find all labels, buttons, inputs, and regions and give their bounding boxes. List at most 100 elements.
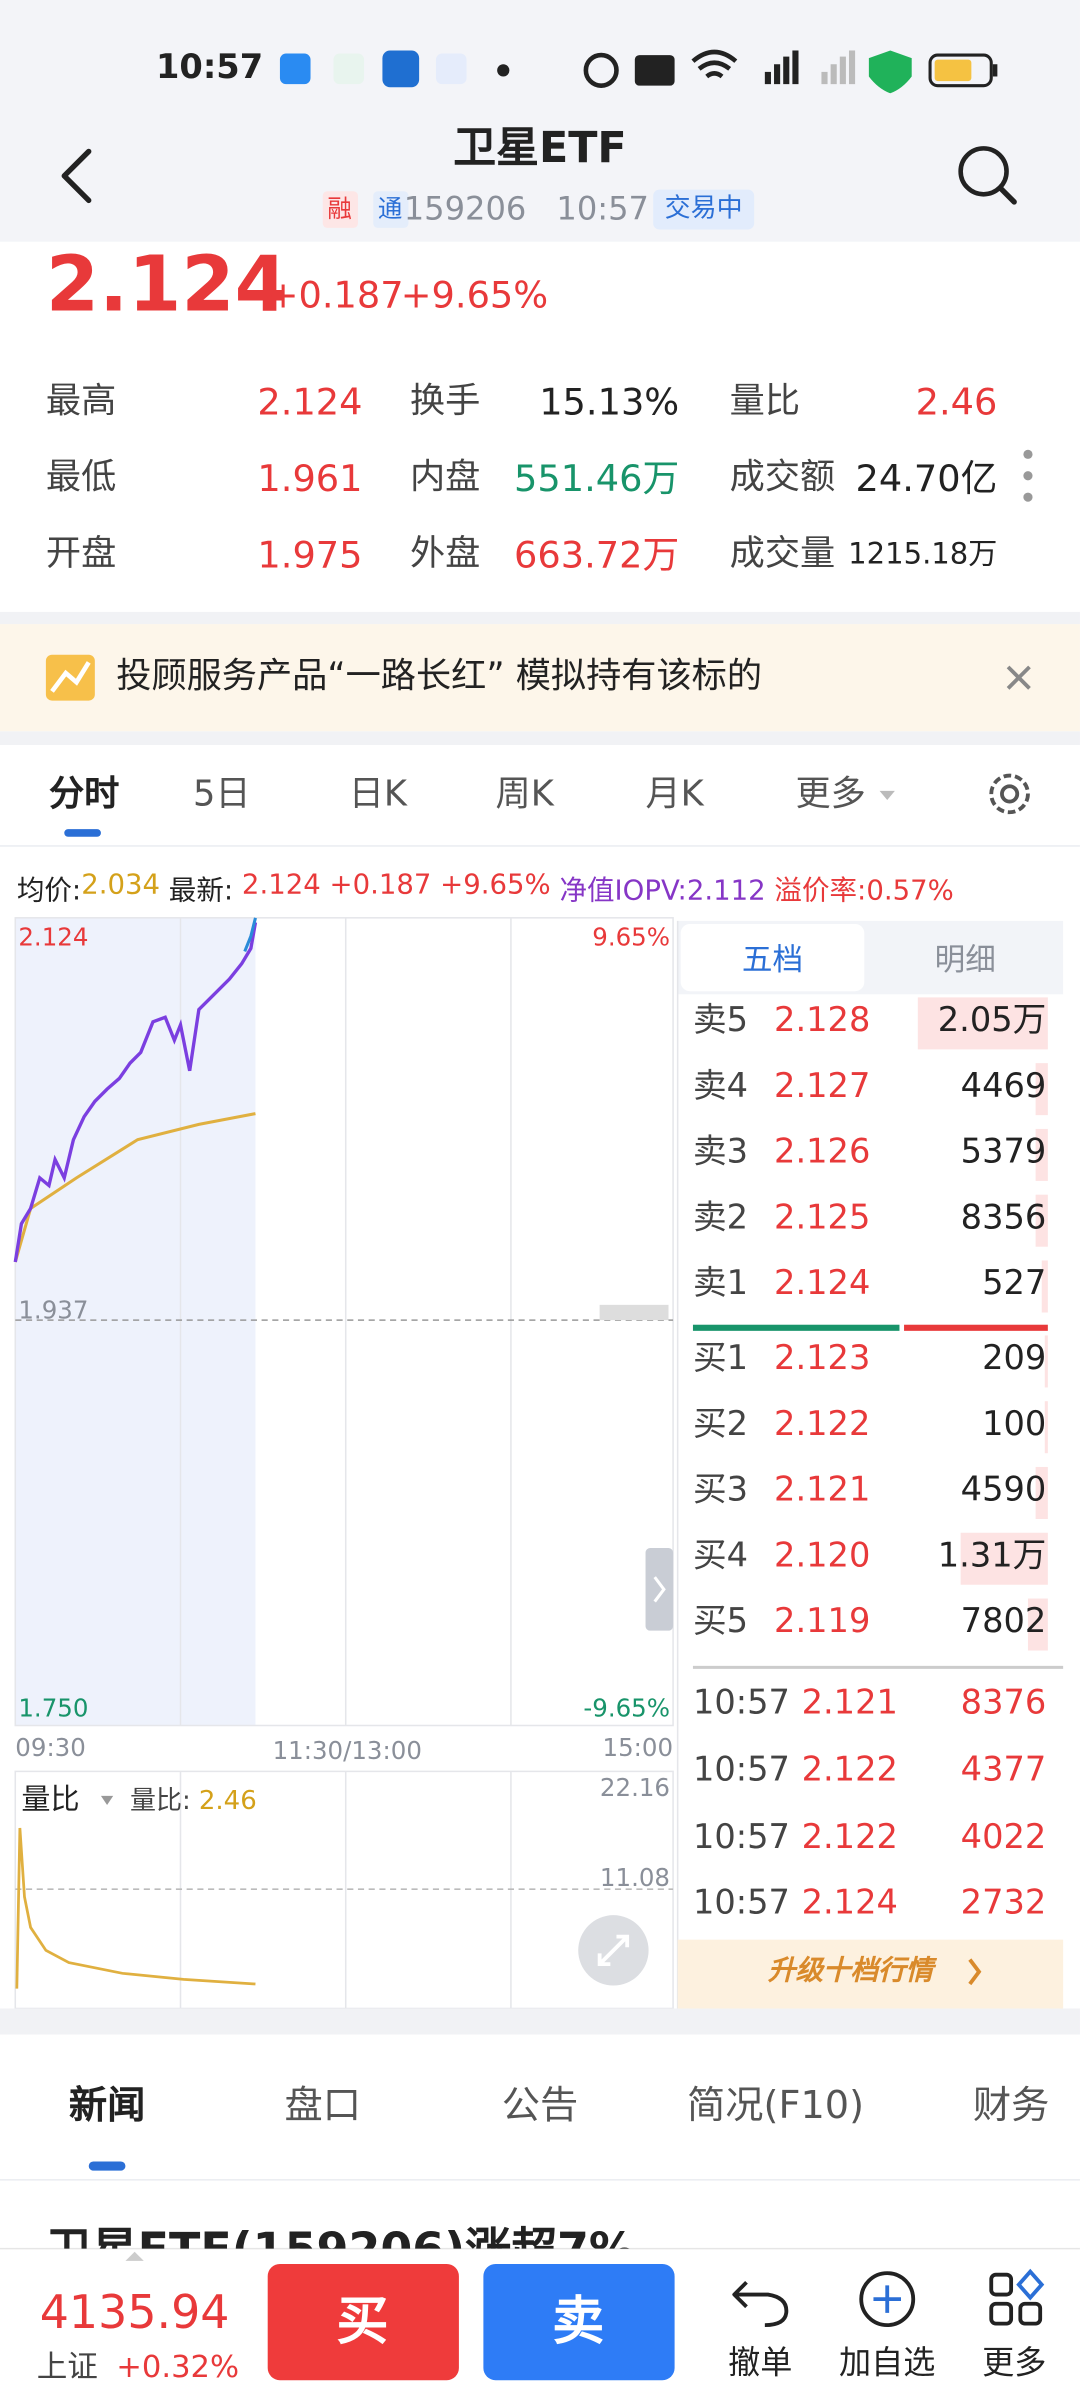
header-time: 10:57 [556,190,649,228]
book-tab: 明细 [934,940,996,978]
stat-value: 15.13% [539,380,680,424]
book-volume: 4590 [960,1471,1047,1510]
status-time: 10:57 [156,48,264,88]
trade-price: 2.121 [801,1684,898,1723]
time-label: 09:30 [15,1733,86,1763]
stat-value: 663.72万 [514,533,680,577]
stat-value: 1.961 [257,457,363,501]
time-label: 15:00 [602,1733,674,1763]
book-volume: 8356 [960,1199,1047,1238]
stat-value: 2.46 [915,380,998,424]
trade-volume: 8376 [960,1684,1047,1723]
trade-volume: 4377 [960,1751,1047,1790]
book-label: 买5 [692,1603,749,1642]
vr-value: 2.46 [198,1785,257,1817]
book-price: 2.128 [774,1001,871,1041]
book-price: 2.123 [774,1340,871,1379]
avg-label: 均价: [16,874,82,908]
info-line: 均价: 2.034 最新: 2.124 +0.187 +9.65% 净值IOPV:… [17,869,954,909]
bottom-tab: 简况(F10) [687,2082,865,2128]
trade-time: 10:57 [692,1884,790,1923]
book-volume: 4469 [960,1067,1047,1106]
chart-tab: 月K [645,774,704,815]
book-price: 2.119 [774,1603,871,1642]
book-volume: 1.31万 [937,1537,1047,1576]
index-change: +0.32% [116,2348,240,2385]
stat-label: 成交量 [729,534,836,575]
bottom-tab: 财务 [972,2082,1050,2128]
bottom-tab: 新闻 [68,2082,146,2128]
latest: 2.124 +0.187 +9.65% [241,868,551,901]
book-label: 卖1 [692,1265,749,1304]
book-volume: 100 [982,1405,1047,1445]
vr-selector: 量比 [21,1782,80,1817]
news-headline: 卫星ETF(159206)涨超7% [46,2228,635,2249]
stat-label: 外盘 [409,534,481,575]
stat-label: 量比 [729,381,801,422]
trade-volume: 2732 [960,1884,1047,1923]
banner-text: 投顾服务产品“一路长红” 模拟持有该标的 [116,657,763,697]
title: 卫星ETF [453,122,627,173]
footer-action[interactable]: 加自选 [839,2344,936,2381]
book-price: 2.122 [774,1405,871,1445]
price: 2.124 [45,240,288,329]
trade-price: 2.124 [801,1884,898,1923]
book-label: 买3 [692,1471,749,1510]
stat-value: 2.124 [257,380,363,424]
bottom-tab: 公告 [501,2082,579,2128]
book-label: 买4 [692,1537,749,1576]
book-volume: 209 [982,1340,1047,1379]
trade-time: 10:57 [692,1751,790,1790]
code: 159206 [403,190,527,228]
trade-time: 10:57 [692,1684,790,1723]
vr-label: 量比: [130,1785,191,1817]
stat-label: 内盘 [409,458,481,498]
premium: 溢价率:0.57% [774,874,954,908]
tag: 通 [377,194,403,224]
buy-button[interactable]: 买 [336,2291,389,2353]
book-volume: 527 [982,1265,1047,1304]
stat-value: 551.46万 [514,457,680,501]
time-label: 11:30/13:00 [272,1736,422,1766]
avg-price: 2.034 [81,868,161,901]
book-price: 2.127 [774,1067,871,1106]
stat-label: 开盘 [45,534,117,575]
trade-volume: 4022 [960,1818,1047,1858]
stat-label: 换手 [409,381,481,422]
stat-value: 1215.18万 [848,537,998,572]
stat-label: 最低 [45,458,117,498]
chart-prev: 1.937 [18,1295,89,1325]
book-volume: 2.05万 [937,1001,1047,1041]
book-volume: 5379 [960,1133,1047,1172]
chart-low-pct: -9.65% [583,1693,671,1723]
stat-value: 24.70亿 [855,457,998,501]
trade-price: 2.122 [801,1751,898,1790]
book-label: 卖4 [692,1067,749,1106]
book-price: 2.125 [774,1199,871,1238]
trade-status: 交易中 [664,193,743,225]
stat-label: 成交额 [729,458,836,498]
book-price: 2.126 [774,1133,871,1172]
change-pct: +9.65% [400,273,549,317]
chart-tab: 分时 [48,774,120,815]
latest-label: 最新: [168,874,234,908]
chart-tab: 周K [495,774,554,815]
footer-action[interactable]: 更多 [982,2344,1047,2381]
stat-value: 1.975 [257,533,363,577]
tag: 融 [327,194,352,224]
news-clip: 卫星ETF(159206)涨超7% [0,2191,1080,2249]
bottom-tab: 盘口 [284,2082,362,2128]
chart-tab: 5日 [193,774,251,815]
book-price: 2.124 [774,1265,871,1304]
book-label: 买1 [692,1340,749,1379]
sell-button[interactable]: 卖 [552,2291,605,2353]
chart-low: 1.750 [18,1693,89,1723]
footer-action[interactable]: 撤单 [728,2344,793,2381]
change: +0.187 [267,273,404,317]
upgrade: 升级十档行情 [767,1954,934,1988]
book-price: 2.121 [774,1471,871,1510]
book-label: 卖5 [692,1001,749,1041]
